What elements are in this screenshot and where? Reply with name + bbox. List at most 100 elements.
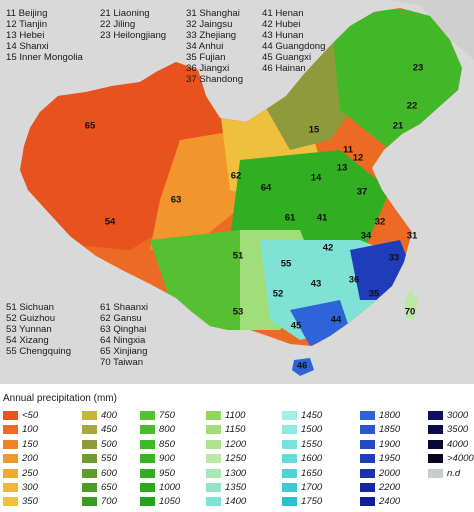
key-column: 61 Shaanxi 62 Gansu 63 Qinghai 64 Ningxia 65… xyxy=(100,302,148,368)
key-entry: 13 Hebei xyxy=(6,30,45,41)
legend-item: 150 xyxy=(3,439,38,450)
key-entry: 35 Fujian xyxy=(186,52,226,63)
key-entry: 33 Zhejiang xyxy=(186,30,237,41)
legend-swatch xyxy=(82,425,97,435)
legend-swatch xyxy=(282,411,297,420)
legend-item: 1450 xyxy=(282,410,322,421)
legend-swatch xyxy=(140,425,155,435)
key-entry: 36 Jiangxi xyxy=(186,63,230,74)
key-column: 41 Henan 42 Hubei 43 Hunan 44 Guangdong 45 G… xyxy=(262,8,325,74)
key-entry: 65 Xinjiang xyxy=(100,346,148,357)
legend-label: 250 xyxy=(22,467,38,479)
legend-label: 3000 xyxy=(447,410,469,421)
legend-swatch xyxy=(206,468,221,478)
key-entry: 52 Guizhou xyxy=(6,313,56,324)
legend-item: 200 xyxy=(3,453,38,464)
legend-label: 200 xyxy=(22,453,38,465)
legend-label: >4000 xyxy=(447,453,474,465)
legend-label: 450 xyxy=(101,424,117,436)
legend-item: 1650 xyxy=(282,468,322,479)
key-entry: 34 Anhui xyxy=(186,41,224,52)
province-label: 44 xyxy=(330,314,342,326)
legend-label: 700 xyxy=(101,496,117,508)
legend-swatch xyxy=(282,425,297,435)
legend-item: 2000 xyxy=(360,468,400,479)
legend-label: 650 xyxy=(101,482,117,493)
legend-label: 1750 xyxy=(301,496,323,508)
key-entry: 45 Guangxi xyxy=(262,52,312,63)
province-label: 61 xyxy=(284,212,296,224)
legend-swatch xyxy=(206,411,221,420)
legend-label: 1550 xyxy=(301,438,323,450)
legend-item: 600 xyxy=(82,468,117,479)
legend-item: 1700 xyxy=(282,482,322,493)
legend-label: 1400 xyxy=(225,496,247,508)
legend-label: 3500 xyxy=(447,424,469,436)
taiwan-island xyxy=(404,290,418,320)
legend-swatch xyxy=(360,454,375,464)
province-label: 46 xyxy=(296,360,308,372)
legend-label: 1900 xyxy=(379,438,401,450)
legend-item: 1250 xyxy=(206,453,246,464)
legend-item: 300 xyxy=(3,482,38,493)
legend-item: 4000 xyxy=(428,439,468,450)
province-label: 34 xyxy=(360,230,372,242)
legend-swatch xyxy=(140,497,155,507)
legend-item: 100 xyxy=(3,424,38,435)
legend-label: 1150 xyxy=(225,424,246,436)
legend-item: 1350 xyxy=(206,482,246,493)
legend-label: 100 xyxy=(22,424,38,436)
legend-swatch xyxy=(360,411,375,420)
legend-swatch xyxy=(206,483,221,492)
legend-item: 3500 xyxy=(428,424,468,435)
legend-label: 1600 xyxy=(301,453,323,465)
legend-label: 500 xyxy=(101,438,117,450)
key-column: 21 Liaoning 22 Jiling 23 Heilongjiang xyxy=(100,8,166,41)
legend-label: 1250 xyxy=(225,453,247,465)
legend-label: 1700 xyxy=(301,482,323,493)
legend-item: 850 xyxy=(140,439,175,450)
legend-item: 2200 xyxy=(360,482,400,493)
key-entry: 23 Heilongjiang xyxy=(100,30,167,41)
legend-label: 1450 xyxy=(301,410,323,421)
province-label: 12 xyxy=(352,152,364,164)
key-entry: 54 Xizang xyxy=(6,335,49,346)
legend-item: >4000 xyxy=(428,453,474,464)
legend-item: 1750 xyxy=(282,496,322,507)
key-column: 51 Sichuan 52 Guizhou 53 Yunnan 54 Xizang 55… xyxy=(6,302,71,357)
province-label: 53 xyxy=(232,306,244,318)
legend-item: 550 xyxy=(82,453,117,464)
legend-item: 650 xyxy=(82,482,117,493)
province-label: 52 xyxy=(272,288,284,300)
legend-item: 1600 xyxy=(282,453,322,464)
legend-item: 250 xyxy=(3,468,38,479)
legend-label: <50 xyxy=(22,410,39,421)
province-label: 62 xyxy=(230,170,242,182)
legend-swatch xyxy=(428,411,443,420)
legend-swatch xyxy=(282,439,297,449)
legend-swatch xyxy=(360,483,375,492)
key-entry: 51 Sichuan xyxy=(6,302,55,313)
province-label: 37 xyxy=(356,186,368,198)
key-entry: 32 Jaingsu xyxy=(186,19,233,30)
legend-swatch xyxy=(3,411,18,420)
precipitation-map xyxy=(0,0,474,376)
legend-swatch xyxy=(428,439,443,449)
province-label: 22 xyxy=(406,100,418,112)
legend-swatch xyxy=(82,439,97,449)
land-outside-china xyxy=(0,0,474,60)
legend-swatch xyxy=(360,468,375,478)
key-entry: 55 Chengquing xyxy=(6,346,72,357)
hainan-island xyxy=(292,358,314,376)
province-label: 54 xyxy=(104,216,116,228)
legend-title: Annual precipitation (mm) xyxy=(3,393,117,404)
legend-item: 1000 xyxy=(140,482,180,493)
legend-item: 1850 xyxy=(360,424,400,435)
province-label: 23 xyxy=(412,62,424,74)
legend-swatch xyxy=(82,468,97,478)
legend-swatch xyxy=(3,497,18,507)
legend-label: 300 xyxy=(22,482,38,493)
province-label: 51 xyxy=(232,250,244,262)
legend-swatch xyxy=(282,483,297,492)
legend-label: 1300 xyxy=(225,467,247,479)
